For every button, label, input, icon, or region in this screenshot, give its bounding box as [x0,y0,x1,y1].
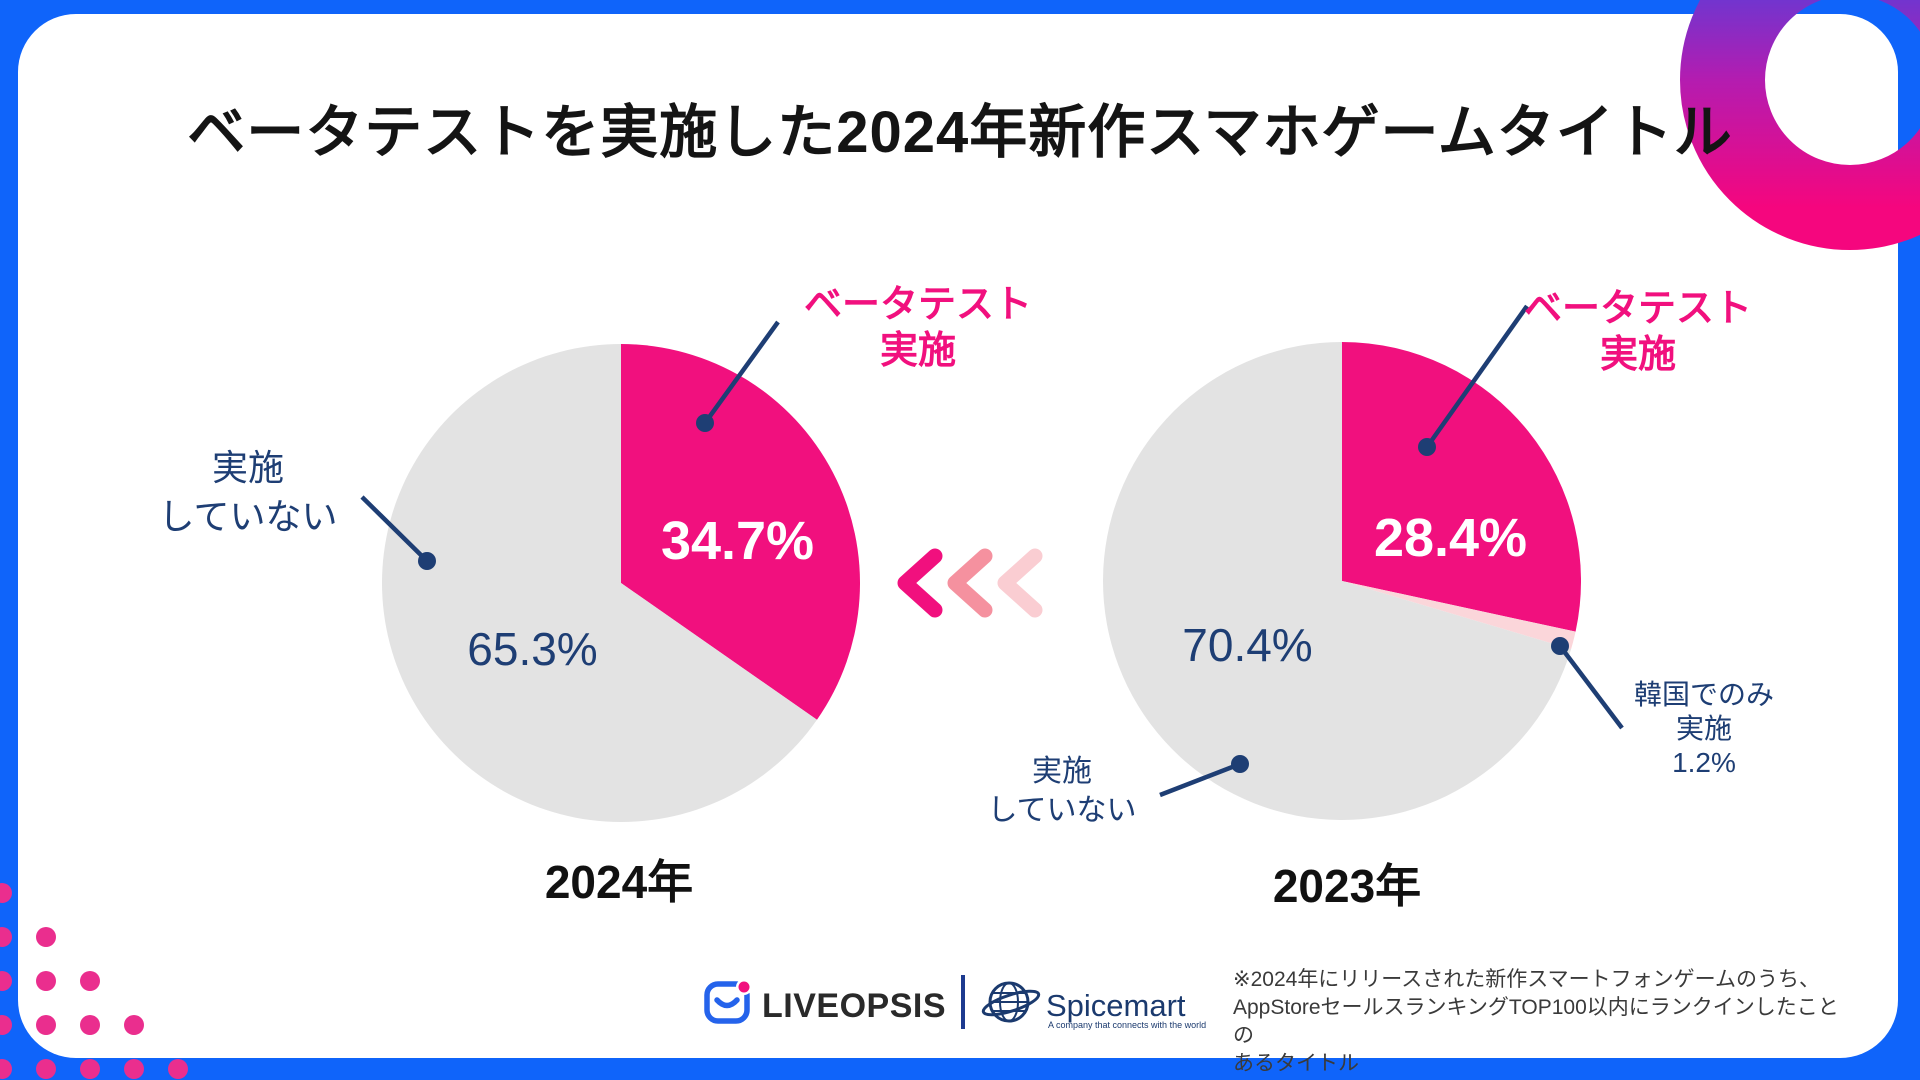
ring-shape [1680,0,1920,250]
page-title: ベータテストを実施した2024年新作スマホゲームタイトル [187,100,1733,165]
decorative-ring [1640,0,1920,300]
pie-slice-韓国でのみ実施 [1342,581,1576,650]
value-label-2023-beta: 28.4% [1373,508,1528,568]
chevron-icon [947,548,993,618]
decorative-dot [0,1059,12,1079]
decorative-dot [80,1015,100,1035]
pie-chart-2024 [382,344,860,822]
decorative-dot [0,1015,12,1035]
decorative-dot [80,1059,100,1079]
callout-2023-none: 実施 していない [987,755,1137,827]
decorative-dot [0,971,12,991]
logo-divider [961,975,965,1029]
pie-slice-ベータテスト実施 [1342,342,1581,632]
spicemart-tagline: A company that connects with the world [1048,1020,1207,1030]
decorative-dot [0,927,12,947]
increase-chevrons-icon [897,548,1043,618]
year-label-2023: 2023年 [1272,860,1422,912]
spicemart-logo-icon [978,976,1044,1035]
decorative-dot [80,971,100,991]
decorative-dot [124,1015,144,1035]
chevron-icon [997,548,1043,618]
value-label-2023-none: 70.4% [1182,619,1313,671]
decorative-dot [36,927,56,947]
callout-2024-none: 実施 していない [158,447,338,537]
decorative-dot [124,1059,144,1079]
pie-slice-実施していない [382,344,817,822]
decorative-dot [0,883,12,903]
slide-background [18,14,1898,1058]
value-label-2024-none: 65.3% [467,623,598,675]
liveopsis-logo-text: LIVEOPSIS [762,987,946,1025]
pie-slice-ベータテスト実施 [621,344,860,720]
footnote: ※2024年にリリースされた新作スマートフォンゲームのうち、 AppStoreセ… [1233,968,1839,1075]
year-label-2024: 2024年 [544,856,694,908]
liveopsis-logo-icon [704,979,752,1030]
pie-slice-実施していない [1103,342,1572,820]
decorative-dot [36,1015,56,1035]
value-label-2024-beta: 34.7% [660,511,815,571]
chevron-icon [897,548,943,618]
spicemart-logo-text: Spicemart [1046,988,1186,1023]
callout-2024-beta: ベータテスト 実施 [803,284,1032,372]
callout-2023-beta: ベータテスト 実施 [1523,288,1752,376]
decorative-dot [168,1059,188,1079]
decorative-dot [36,971,56,991]
callout-korea-only: 韓国でのみ 実施 1.2% [1633,679,1774,778]
pie-chart-2023 [1103,342,1581,820]
decorative-dot [36,1059,56,1079]
